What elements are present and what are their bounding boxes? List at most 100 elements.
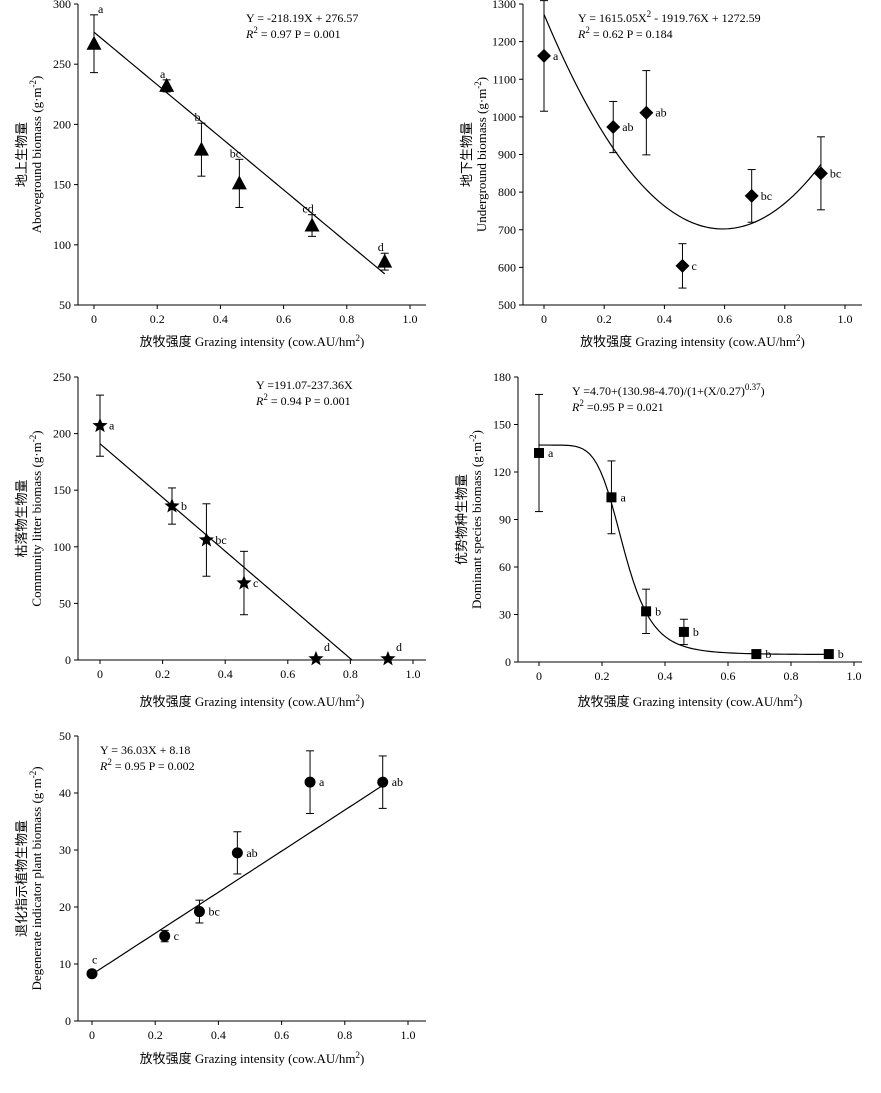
y-axis-title-cn: 地下生物量 [459, 122, 474, 187]
data-point [606, 120, 621, 135]
significance-letter: bc [230, 146, 241, 160]
x-tick-label: 0.6 [280, 667, 295, 681]
data-point [678, 626, 689, 637]
significance-letter: a [620, 490, 626, 504]
y-axis-title-close: ) [29, 430, 44, 434]
data-point [86, 968, 98, 980]
equation-stats: =0.95 P = 0.021 [584, 400, 664, 414]
x-tick-label: 1.0 [403, 312, 418, 326]
x-tick-label: 0.8 [777, 312, 792, 326]
data-point [744, 188, 759, 203]
x-axis-title-text: 放牧强度 Grazing intensity (cow.AU/hm [140, 334, 356, 349]
equation-line-2: R2 = 0.97 P = 0.001 [245, 25, 341, 41]
significance-letter: a [109, 419, 115, 433]
y-axis-title-cn: 退化指示植物生物量 [14, 820, 29, 937]
data-point [534, 448, 544, 458]
equation-sup: 2 [647, 9, 652, 19]
significance-letter: ab [392, 775, 403, 789]
r-squared-sup: 2 [253, 25, 258, 35]
significance-letter: c [253, 576, 258, 590]
significance-letter: b [765, 647, 771, 661]
equation-line-2: R2 =0.95 P = 0.021 [571, 398, 664, 414]
chart-panel-4: 0 0.2 0.4 0.6 0.8 1.0 0 30 60 90 120 150 180 放牧强度 Gra… [454, 370, 862, 709]
significance-letter: c [174, 929, 179, 943]
significance-letter: c [691, 259, 696, 273]
x-tick-label: 0.6 [274, 1028, 289, 1042]
data-point [304, 217, 320, 232]
x-axis-title-text: 放牧强度 Grazing intensity (cow.AU/hm [140, 694, 356, 709]
x-axis-title: 放牧强度 Grazing intensity (cow.AU/hm2) [578, 693, 803, 709]
y-axis-title-en: Dominant species biomass (g·m-2) [468, 430, 484, 609]
x-axis-title-text: 放牧强度 Grazing intensity (cow.AU/hm [140, 1051, 356, 1066]
x-tick-label: 0.8 [784, 669, 799, 683]
y-axis-title-close: ) [469, 430, 484, 434]
x-axis-title: 放牧强度 Grazing intensity (cow.AU/hm2) [140, 333, 365, 349]
data-point [193, 141, 209, 156]
x-axis-title-sup: 2 [355, 333, 360, 343]
x-tick-label: 0.2 [150, 312, 165, 326]
significance-letter: b [655, 604, 661, 618]
data-point [231, 175, 247, 190]
y-tick-label: 100 [53, 238, 71, 252]
x-axis-title-sup: 2 [355, 693, 360, 703]
y-tick-label: 30 [59, 843, 71, 857]
y-tick-label: 1100 [492, 72, 516, 86]
significance-letter: a [553, 49, 559, 63]
fit-curve [91, 784, 384, 975]
data-point [304, 776, 316, 788]
y-tick-label: 0 [65, 653, 71, 667]
x-tick-label: 0.4 [218, 667, 233, 681]
data-point [86, 35, 102, 50]
x-axis-title-text: 放牧强度 Grazing intensity (cow.AU/hm [580, 334, 796, 349]
significance-letter: a [319, 775, 325, 789]
y-axis-title-sup: -2 [468, 434, 478, 442]
y-tick-label: 150 [53, 178, 71, 192]
data-point [236, 575, 252, 590]
y-tick-label: 200 [53, 427, 71, 441]
y-tick-label: 800 [498, 185, 516, 199]
data-point [377, 253, 393, 268]
x-tick-label: 0.6 [276, 312, 291, 326]
data-point [813, 166, 828, 181]
x-tick-label: 0.4 [213, 312, 228, 326]
data-point [198, 532, 215, 547]
y-axis-title-sup: -2 [28, 771, 38, 779]
chart-panel-5: 0 0.2 0.4 0.6 0.8 1.0 0 10 20 30 40 50 放牧强度 Grazing … [14, 729, 426, 1066]
y-axis-title-en-text: Dominant species biomass (g·m [469, 442, 484, 609]
y-axis-title: 退化指示植物生物量 Degenerate indicator plant biom… [14, 766, 44, 990]
significance-letter: a [98, 2, 104, 16]
x-axis-title-close: ) [800, 334, 804, 349]
data-point [380, 650, 396, 666]
significance-letter: d [396, 640, 402, 654]
r-squared-sup: 2 [107, 757, 112, 767]
x-tick-label: 0 [541, 312, 547, 326]
equation-text: Y = 1615.05X [578, 11, 647, 25]
y-axis-title-cn: 地上生物量 [14, 122, 29, 187]
equation-line-1: Y = 1615.05X2 - 1919.76X + 1272.59 [578, 9, 761, 25]
x-tick-label: 1.0 [406, 667, 421, 681]
y-tick-label: 10 [59, 957, 71, 971]
x-axis-title: 放牧强度 Grazing intensity (cow.AU/hm2) [580, 333, 805, 349]
data-point [537, 48, 551, 63]
x-axis-title-close: ) [360, 1051, 364, 1066]
data-point [641, 606, 652, 617]
significance-letter: bc [830, 166, 841, 180]
equation-line-1: Y = 36.03X + 8.18 [100, 743, 190, 757]
y-axis-title-cn: 优势物种生物量 [454, 474, 469, 565]
x-tick-label: 0.4 [657, 312, 672, 326]
y-axis-title-en: Degenerate indicator plant biomass (g·m-… [28, 766, 44, 990]
x-tick-label: 0.8 [339, 312, 354, 326]
significance-letter: cd [302, 202, 313, 216]
x-tick-label: 0 [97, 667, 103, 681]
x-tick-label: 0.2 [595, 669, 610, 683]
equation-stats: = 0.95 P = 0.002 [112, 759, 195, 773]
y-tick-label: 1300 [492, 0, 516, 11]
y-axis-title-cn: 枯落物生物量 [14, 479, 29, 557]
y-tick-label: 300 [53, 0, 71, 11]
equation-line-2: R2 = 0.94 P = 0.001 [255, 392, 351, 408]
data-point [377, 776, 389, 788]
fit-curve [543, 14, 822, 230]
y-tick-label: 60 [499, 560, 511, 574]
equation-line-2: R2 = 0.62 P = 0.184 [577, 25, 673, 41]
